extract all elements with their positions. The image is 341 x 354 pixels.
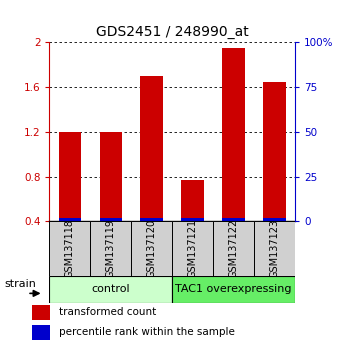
Bar (181, 218, 204, 221)
Title: GDS2451 / 248990_at: GDS2451 / 248990_at (96, 25, 249, 39)
Bar (131, 221, 172, 276)
Bar (254, 221, 295, 276)
Text: GSM137118: GSM137118 (65, 219, 75, 278)
Bar (100, 218, 122, 221)
Bar (172, 276, 295, 303)
Bar (32, 325, 50, 340)
Text: GSM137122: GSM137122 (228, 219, 239, 278)
Bar (100, 132, 122, 221)
Text: transformed count: transformed count (59, 307, 157, 318)
Text: GSM137119: GSM137119 (106, 219, 116, 278)
Text: GSM137121: GSM137121 (188, 219, 198, 278)
Bar (140, 76, 163, 221)
Text: GSM137123: GSM137123 (269, 219, 280, 278)
Bar (222, 218, 245, 221)
Bar (49, 221, 90, 276)
Bar (59, 218, 81, 221)
Text: TAC1 overexpressing: TAC1 overexpressing (175, 284, 292, 295)
Text: strain: strain (4, 279, 36, 289)
Bar (172, 221, 213, 276)
Text: percentile rank within the sample: percentile rank within the sample (59, 327, 235, 337)
Bar (49, 276, 172, 303)
Bar (263, 81, 286, 221)
Bar (32, 305, 50, 320)
Bar (181, 180, 204, 221)
Bar (59, 132, 81, 221)
Bar (213, 221, 254, 276)
Bar (263, 218, 286, 221)
Bar (222, 48, 245, 221)
Text: GSM137120: GSM137120 (147, 219, 157, 278)
Bar (140, 218, 163, 221)
Bar (90, 221, 131, 276)
Text: control: control (91, 284, 130, 295)
